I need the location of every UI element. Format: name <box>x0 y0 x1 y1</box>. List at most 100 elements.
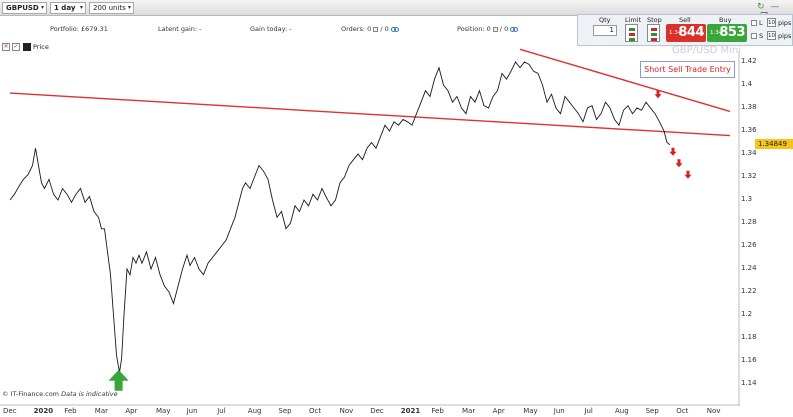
x-tick-label: Sep <box>278 407 292 415</box>
y-tick-label: 1.4 <box>741 80 753 88</box>
limit-order-icon[interactable] <box>625 24 638 42</box>
sell-signal-arrow-icon <box>675 159 683 168</box>
sell-signal-arrow-icon <box>654 90 662 99</box>
x-tick-label: Jul <box>584 407 593 415</box>
sell-price-big: 844 <box>678 25 704 40</box>
x-tick-label: Sep <box>645 407 659 415</box>
buy-label: Buy <box>719 16 732 24</box>
x-tick-label: Nov <box>339 407 354 415</box>
orders-info: Orders: 0 / 0 <box>341 25 399 33</box>
pips-label: pips <box>778 32 792 40</box>
chevron-down-icon: ▾ <box>40 4 44 11</box>
x-tick-label: Jun <box>186 407 198 415</box>
instrument-select[interactable]: GBPUSD ▾ <box>2 2 47 14</box>
x-tick-label: Mar <box>462 407 476 415</box>
support-trendline <box>9 92 731 137</box>
settings-icon[interactable]: ✓ <box>12 43 20 51</box>
y-tick-label: 1.3 <box>741 195 753 203</box>
stop-order-icon[interactable] <box>647 24 660 42</box>
buy-price-small: 1.34 <box>710 30 723 36</box>
chevron-down-icon: ▾ <box>127 4 131 11</box>
x-tick-label: 2020 <box>33 407 54 415</box>
trade-annotation: Short Sell Trade Entry <box>640 61 735 78</box>
interval-select[interactable]: 1 day ▾ <box>50 2 86 14</box>
remove-indicator-icon[interactable]: ✕ <box>2 43 10 51</box>
x-tick-label: Mar <box>94 407 109 415</box>
x-tick-label: May <box>523 407 538 415</box>
x-tick-label: Jun <box>553 407 565 415</box>
series-swatch-icon <box>23 43 31 51</box>
copyright-suffix: Data is indicative <box>61 390 118 398</box>
orders-value: 0 <box>367 25 372 33</box>
stop-checkbox[interactable] <box>751 33 757 39</box>
y-tick-label: 1.32 <box>741 172 757 180</box>
stop-short-label: S <box>759 32 764 40</box>
position-separator: / <box>499 25 502 33</box>
y-tick-label: 1.2 <box>741 310 753 318</box>
price-series-line <box>9 61 671 373</box>
x-tick-label: May <box>156 407 171 415</box>
sell-button[interactable]: 1.34 844 <box>666 24 706 42</box>
x-tick-label: Nov <box>706 407 721 415</box>
trendlines <box>9 48 731 137</box>
x-tick-label: 2021 <box>400 407 421 415</box>
pips-label: pips <box>778 19 792 27</box>
x-tick-label: Aug <box>247 407 262 415</box>
instrument-label: GBPUSD <box>6 4 39 12</box>
y-tick-label: 1.22 <box>741 287 757 295</box>
sell-signal-arrow-icon <box>684 170 692 179</box>
refresh-icon[interactable]: ↻ <box>757 2 765 12</box>
y-tick-label: 1.16 <box>741 356 757 364</box>
interval-label: 1 day <box>54 4 76 12</box>
position-info: Position: 0 / 0 <box>457 25 519 33</box>
link-icon[interactable] <box>510 26 519 32</box>
buy-button[interactable]: 1.34 853 <box>707 24 747 42</box>
account-info-row: Portfolio: £679.31 Latent gain: - Gain t… <box>0 16 578 41</box>
limit-label: Limit <box>625 16 642 24</box>
orders-value-2: 0 <box>384 25 389 33</box>
qty-input[interactable]: 1 <box>593 25 617 36</box>
y-tick-label: 1.24 <box>741 264 757 272</box>
gain-today: Gain today: - <box>250 25 292 33</box>
link-icon[interactable] <box>390 26 399 32</box>
resistance-trendline <box>519 48 731 113</box>
x-tick-label: Oct <box>676 407 689 415</box>
y-tick-label: 1.36 <box>741 126 757 134</box>
size-label: 200 units <box>93 4 126 12</box>
top-toolbar: GBPUSD ▾ 1 day ▾ 200 units ▾ <box>0 0 793 16</box>
sell-label: Sell <box>679 16 691 24</box>
x-tick-label: Apr <box>492 407 505 415</box>
size-select[interactable]: 200 units ▾ <box>89 2 134 14</box>
x-tick-label: Feb <box>431 407 444 415</box>
minimize-icon[interactable]: — <box>770 2 780 12</box>
portfolio-value: Portfolio: £679.31 <box>50 25 108 33</box>
sell-price-small: 1.34 <box>669 30 682 36</box>
position-label: Position: <box>457 25 485 33</box>
trade-markers <box>108 90 692 391</box>
y-tick-label: 1.26 <box>741 241 757 249</box>
x-tick-label: Feb <box>64 407 77 415</box>
y-tick-label: 1.18 <box>741 333 757 341</box>
position-value: 0 <box>486 25 491 33</box>
position-box-icon[interactable] <box>492 26 498 32</box>
y-tick-label: 1.28 <box>741 218 757 226</box>
orders-separator: / <box>380 25 383 33</box>
copyright-note: © IT-Finance.com Data is indicative <box>2 390 118 398</box>
x-tick-label: Dec <box>3 407 17 415</box>
current-price-tag: 1.34849 <box>755 139 793 149</box>
stop-pips-input[interactable]: 10 <box>767 31 776 40</box>
buy-signal-arrow-icon <box>108 369 129 391</box>
position-value-2: 0 <box>504 25 509 33</box>
limit-pips-input[interactable]: 10 <box>767 18 776 27</box>
x-tick-label: Oct <box>309 407 322 415</box>
y-tick-label: 1.38 <box>741 103 757 111</box>
x-tick-label: Dec <box>370 407 384 415</box>
limit-checkbox[interactable] <box>751 20 757 26</box>
latent-gain: Latent gain: - <box>158 25 202 33</box>
orders-box-icon[interactable] <box>373 26 379 32</box>
deal-ticket: Qty 1 Limit Stop Sell 1.34 844 Buy 1.34 … <box>577 14 793 46</box>
copyright-prefix: © IT-Finance.com <box>2 390 60 398</box>
x-tick-label: Jul <box>217 407 226 415</box>
qty-label: Qty <box>599 16 611 24</box>
